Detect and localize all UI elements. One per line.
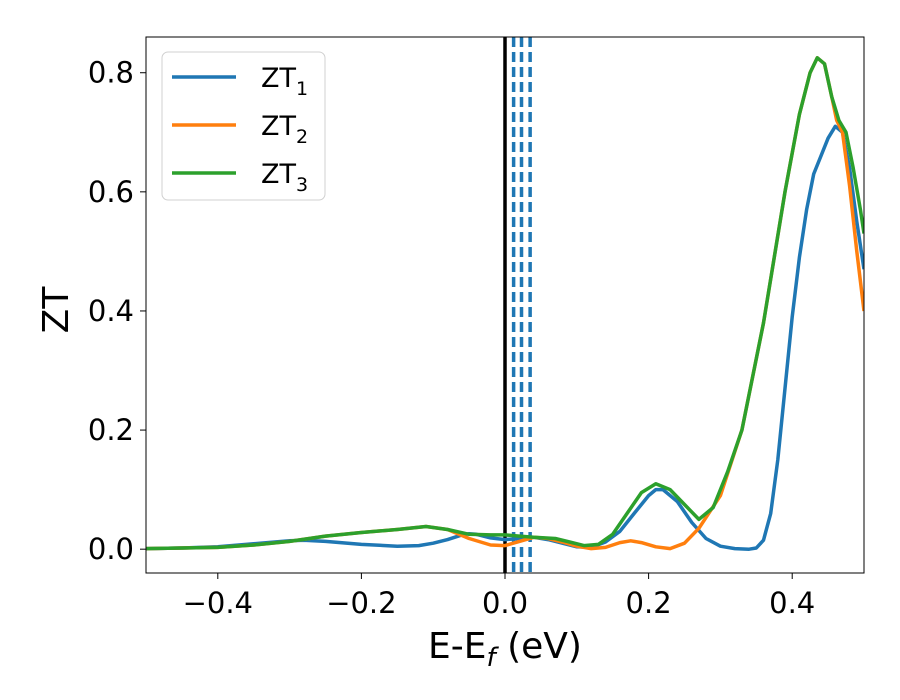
x-tick-label: 0.2: [626, 586, 672, 620]
legend-label-2: ZT2: [261, 111, 308, 148]
legend-label-3: ZT3: [261, 159, 308, 196]
y-axis-label: ZT: [36, 286, 77, 334]
vertical-lines: [503, 37, 532, 573]
x-axis-ticks: −0.4 −0.2 0.0 0.2 0.4: [183, 573, 815, 620]
y-axis-ticks: 0.0 0.2 0.4 0.6 0.8: [88, 56, 146, 566]
x-axis-label-rest: (eV): [496, 626, 582, 667]
x-tick-label: 0.4: [769, 586, 815, 620]
y-tick-label: 0.6: [88, 175, 134, 209]
legend: ZT1 ZT2 ZT3: [161, 51, 326, 201]
y-tick-label: 0.0: [88, 532, 134, 566]
x-axis-label: E-Ef (eV): [428, 626, 582, 673]
y-tick-label: 0.4: [88, 294, 134, 328]
series-lines: [146, 56, 864, 551]
x-tick-label: 0.0: [482, 586, 528, 620]
legend-label-1: ZT1: [261, 63, 308, 100]
x-tick-label: −0.4: [183, 586, 253, 620]
series-line-3: [146, 56, 864, 551]
y-tick-label: 0.2: [88, 413, 134, 447]
y-tick-label: 0.8: [88, 56, 134, 90]
legend-box: [161, 51, 326, 201]
series-line-1: [146, 124, 864, 551]
x-axis-label-main: E-E: [428, 626, 486, 667]
x-tick-label: −0.2: [326, 586, 396, 620]
